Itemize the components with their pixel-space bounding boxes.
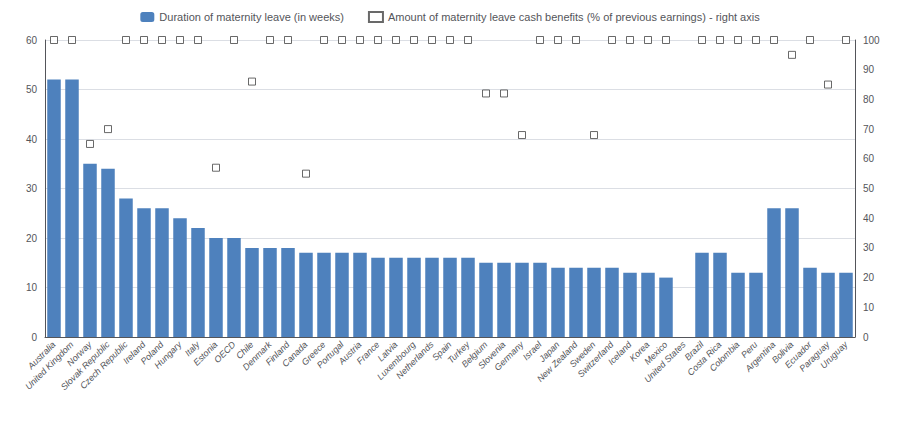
svg-text:Argentina: Argentina (743, 339, 778, 374)
svg-text:60: 60 (863, 153, 875, 164)
svg-text:Turkey: Turkey (445, 339, 472, 366)
svg-text:Switzerland: Switzerland (575, 339, 616, 380)
svg-text:Denmark: Denmark (240, 339, 274, 373)
svg-text:50: 50 (26, 84, 38, 95)
svg-text:Czech Republic: Czech Republic (78, 339, 130, 391)
svg-text:Latvia: Latvia (375, 339, 400, 364)
svg-text:Ireland: Ireland (121, 339, 148, 366)
svg-text:Luxembourg: Luxembourg (375, 339, 418, 382)
svg-text:Israel: Israel (520, 339, 544, 363)
svg-text:100: 100 (863, 35, 880, 46)
svg-text:Italy: Italy (182, 339, 202, 359)
svg-text:30: 30 (26, 183, 38, 194)
svg-text:0: 0 (31, 332, 37, 343)
svg-text:France: France (355, 339, 382, 366)
svg-text:New Zealand: New Zealand (535, 339, 580, 384)
svg-text:Mexico: Mexico (642, 339, 670, 367)
svg-text:50: 50 (863, 183, 875, 194)
svg-text:0: 0 (863, 332, 869, 343)
svg-text:10: 10 (26, 282, 38, 293)
svg-text:10: 10 (863, 302, 875, 313)
svg-text:Portugal: Portugal (314, 339, 346, 371)
svg-text:Brazil: Brazil (682, 339, 706, 363)
svg-text:Finland: Finland (263, 339, 292, 368)
svg-text:Netherlands: Netherlands (394, 339, 436, 381)
svg-text:30: 30 (863, 242, 875, 253)
svg-text:Ecuador: Ecuador (782, 339, 814, 371)
svg-text:OECD: OECD (212, 339, 238, 365)
svg-text:40: 40 (863, 213, 875, 224)
svg-text:20: 20 (863, 272, 875, 283)
svg-text:Australia: Australia (25, 339, 58, 372)
svg-text:United Kingdom: United Kingdom (23, 339, 76, 392)
svg-text:Peru: Peru (739, 339, 760, 360)
svg-text:Spain: Spain (430, 339, 454, 363)
svg-text:Estonia: Estonia (191, 339, 220, 368)
svg-text:Japan: Japan (537, 339, 562, 364)
svg-text:40: 40 (26, 134, 38, 145)
svg-text:United States: United States (642, 339, 688, 385)
svg-text:Korea: Korea (627, 339, 652, 364)
svg-text:Costa Rica: Costa Rica (685, 339, 724, 378)
svg-text:80: 80 (863, 94, 875, 105)
svg-text:Sweden: Sweden (567, 339, 598, 370)
svg-text:Bolivia: Bolivia (769, 339, 796, 366)
svg-text:Poland: Poland (138, 339, 166, 367)
svg-text:Amount of maternity leave cash: Amount of maternity leave cash benefits … (388, 11, 760, 23)
svg-text:Colombia: Colombia (708, 339, 742, 373)
svg-text:Paraguay: Paraguay (797, 339, 832, 374)
svg-text:Uruguay: Uruguay (818, 339, 849, 370)
svg-text:70: 70 (863, 124, 875, 135)
svg-text:Norway: Norway (64, 339, 94, 369)
svg-text:Duration of maternity leave (i: Duration of maternity leave (in weeks) (159, 11, 344, 23)
svg-text:60: 60 (26, 35, 38, 46)
svg-text:Austria: Austria (336, 339, 364, 367)
svg-text:Germany: Germany (492, 339, 526, 373)
svg-text:Slovak Republic: Slovak Republic (58, 339, 112, 393)
svg-text:Slovenia: Slovenia (476, 339, 508, 371)
svg-text:Greece: Greece (299, 339, 328, 368)
svg-text:Canada: Canada (280, 339, 310, 369)
svg-text:Hungary: Hungary (152, 339, 183, 370)
svg-text:Chile: Chile (234, 339, 256, 361)
svg-text:90: 90 (863, 64, 875, 75)
svg-text:Iceland: Iceland (606, 339, 634, 367)
svg-text:20: 20 (26, 233, 38, 244)
svg-text:Belgium: Belgium (459, 339, 490, 370)
